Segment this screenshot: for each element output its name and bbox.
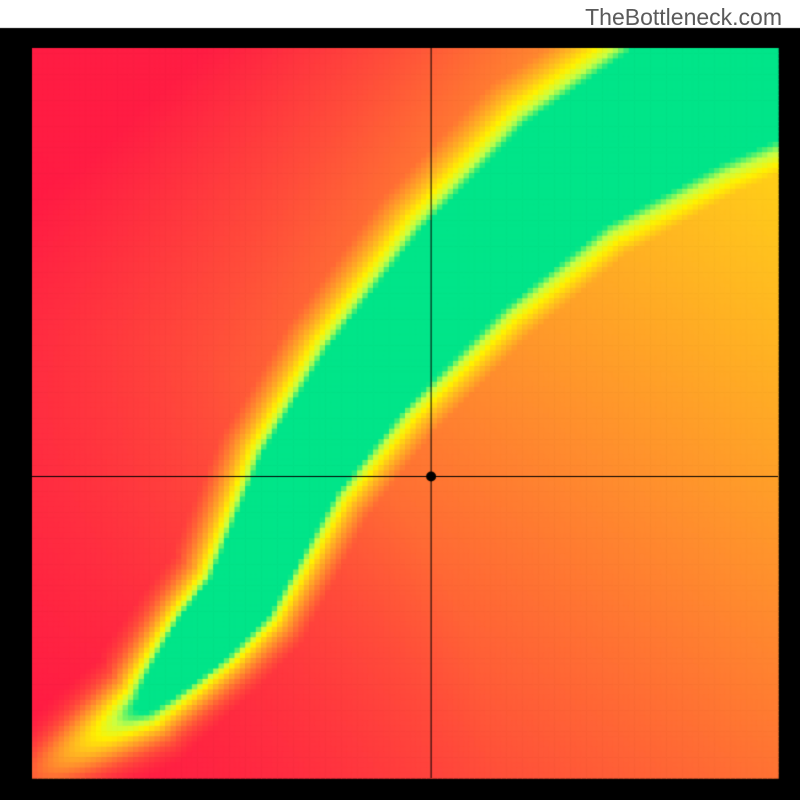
heatmap-canvas (0, 0, 800, 800)
bottleneck-chart-container: TheBottleneck.com (0, 0, 800, 800)
watermark-text: TheBottleneck.com (585, 4, 782, 31)
